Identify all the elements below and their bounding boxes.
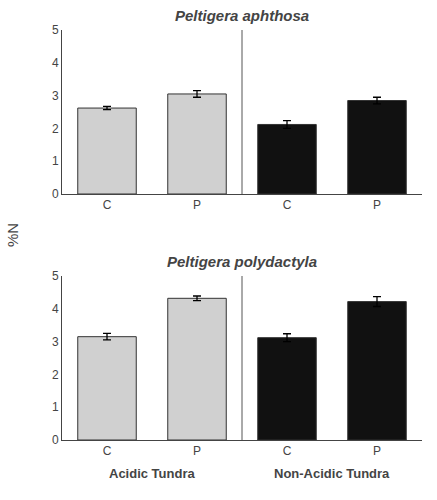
svg-text:4: 4 xyxy=(52,56,59,70)
svg-text:3: 3 xyxy=(52,89,59,103)
svg-text:P: P xyxy=(373,444,381,458)
svg-text:Peltigera aphthosa: Peltigera aphthosa xyxy=(175,7,309,24)
svg-text:C: C xyxy=(283,444,292,458)
svg-text:P: P xyxy=(193,444,201,458)
svg-text:2: 2 xyxy=(52,122,59,136)
svg-text:4: 4 xyxy=(52,302,59,316)
svg-text:3: 3 xyxy=(52,335,59,349)
svg-text:C: C xyxy=(103,444,112,458)
svg-text:2: 2 xyxy=(52,368,59,382)
svg-text:C: C xyxy=(283,198,292,212)
svg-text:C: C xyxy=(103,198,112,212)
svg-text:P: P xyxy=(193,198,201,212)
svg-text:P: P xyxy=(373,198,381,212)
svg-text:0: 0 xyxy=(52,187,59,201)
svg-text:%N: %N xyxy=(4,223,21,247)
svg-text:1: 1 xyxy=(52,400,59,414)
svg-text:Non-Acidic Tundra: Non-Acidic Tundra xyxy=(274,466,390,481)
svg-text:1: 1 xyxy=(52,154,59,168)
svg-text:5: 5 xyxy=(52,269,59,283)
svg-text:0: 0 xyxy=(52,433,59,447)
svg-text:5: 5 xyxy=(52,23,59,37)
svg-text:Peltigera polydactyla: Peltigera polydactyla xyxy=(167,253,317,270)
svg-text:Acidic Tundra: Acidic Tundra xyxy=(109,466,195,481)
